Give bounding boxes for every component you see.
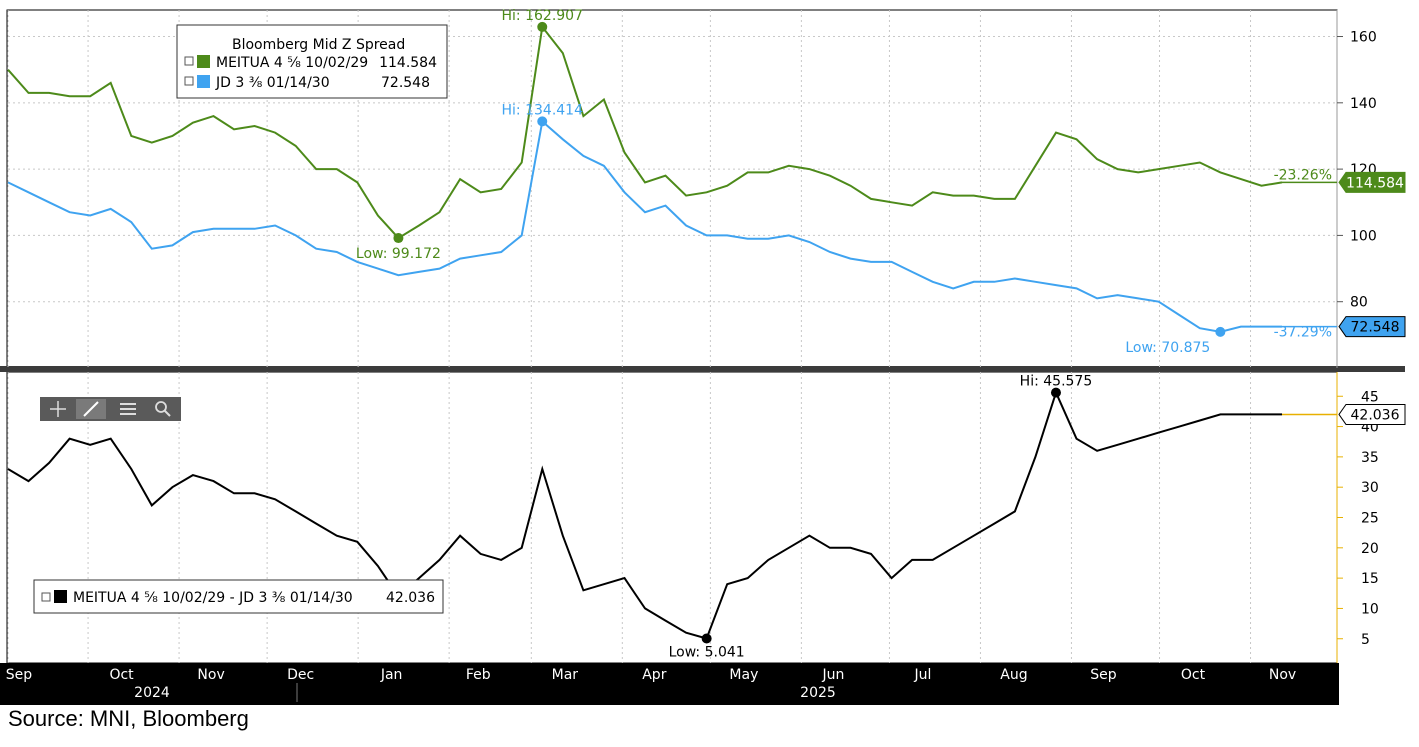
low-marker (1215, 326, 1226, 337)
y-tick-label: 100 (1350, 228, 1377, 244)
expand-icon[interactable] (184, 76, 194, 86)
x-tick-label: Sep (1090, 667, 1117, 683)
last-value-tag-box (1338, 171, 1406, 193)
last-value-tag-text: 42.036 (1351, 407, 1400, 423)
bottom-grid (7, 372, 1252, 663)
expand-icon[interactable] (41, 592, 51, 602)
hi-label: Hi: 45.575 (1020, 374, 1093, 390)
hi-label: Hi: 162.907 (502, 8, 583, 24)
legend-swatch-meitua (197, 55, 210, 68)
x-tick-label: Nov (1269, 667, 1296, 683)
top-series (7, 24, 1283, 333)
x-tick-label: Dec (287, 667, 314, 683)
legend-value-meitua: 114.584 (379, 55, 437, 71)
low-marker (701, 633, 712, 644)
legend-label-diff: MEITUA 4 ⅝ 10/02/29 - JD 3 ⅜ 01/14/30 (73, 590, 353, 606)
hi-marker (537, 21, 548, 32)
annotations: Hi: 162.907 Low: 99.172 Hi: 134.414 Low: 70… (356, 8, 1406, 661)
hi-marker (537, 116, 548, 127)
last-value-tag-meitua: 114.584 (1338, 171, 1406, 193)
x-tick-label: Mar (552, 667, 579, 683)
y-tick-label: 25 (1361, 511, 1379, 527)
x-tick-label: Jul (913, 667, 931, 683)
last-value-tag-text: 72.548 (1351, 320, 1400, 336)
x-tick-label: Jan (380, 667, 403, 683)
source-note: Source: MNI, Bloomberg (8, 706, 249, 731)
bottom-series (7, 389, 1282, 640)
y-tick-label: 35 (1361, 450, 1379, 466)
low-label: Low: 70.875 (1125, 340, 1210, 356)
x-year-label: 2025 (800, 685, 836, 701)
y-tick-label: 30 (1361, 480, 1379, 496)
last-value-tag-jd: 72.548 (1338, 316, 1406, 338)
list-icon[interactable] (120, 403, 136, 415)
legend-label-jd: JD 3 ⅜ 01/14/30 (215, 75, 330, 91)
x-tick-label: Oct (109, 667, 134, 683)
legend-value-jd: 72.548 (381, 75, 430, 91)
expand-icon[interactable] (184, 56, 194, 66)
low-label: Low: 5.041 (669, 645, 745, 661)
draw-icon[interactable] (76, 399, 106, 419)
hi-label: Hi: 134.414 (502, 102, 584, 118)
series-line-meitua (7, 24, 1283, 240)
x-tick-label: Jun (821, 667, 844, 683)
x-axis: Sep Oct Nov Dec Jan Feb Mar Apr May Jun Jul Aug Sep O… (6, 667, 1296, 701)
x-tick-label: Nov (197, 667, 224, 683)
last-value-tag-diff: 42.036 (1338, 403, 1406, 425)
x-tick-label: Aug (1000, 667, 1027, 683)
x-tick-label: Feb (466, 667, 491, 683)
hi-marker (1050, 387, 1061, 398)
y-tick-label: 10 (1361, 601, 1379, 617)
y-tick-label: 15 (1361, 571, 1379, 587)
y-tick-label: 160 (1350, 30, 1377, 46)
legend-swatch-jd (197, 75, 210, 88)
zoom-icon[interactable] (155, 401, 171, 417)
chart-toolbar[interactable] (40, 397, 181, 421)
bottom-legend[interactable]: MEITUA 4 ⅝ 10/02/29 - JD 3 ⅜ 01/14/30 42… (33, 579, 444, 614)
x-tick-label: Sep (6, 667, 33, 683)
pct-change-label: -23.26% (1274, 167, 1332, 183)
y-tick-label: 80 (1350, 295, 1368, 311)
legend-value-diff: 42.036 (386, 590, 435, 606)
top-legend-box (176, 24, 448, 99)
panel-divider[interactable] (0, 366, 1405, 372)
legend-swatch-diff (54, 590, 67, 603)
y-tick-label: 5 (1361, 632, 1370, 648)
legend-label-meitua: MEITUA 4 ⅝ 10/02/29 (216, 55, 368, 71)
low-marker (393, 233, 404, 244)
last-value-tag-box (1338, 316, 1406, 338)
y-tick-label: 20 (1361, 541, 1379, 557)
x-year-label: 2024 (134, 685, 170, 701)
x-tick-label: May (729, 667, 758, 683)
pct-change-label: -37.29% (1274, 325, 1332, 341)
y-tick-label: 45 (1361, 389, 1379, 405)
x-axis-band (0, 663, 1339, 705)
series-line-jd (7, 119, 1282, 333)
legend-title: Bloomberg Mid Z Spread (232, 37, 405, 53)
x-tick-label: Oct (1181, 667, 1206, 683)
crosshair-icon[interactable] (50, 401, 66, 417)
y-tick-label: 140 (1350, 96, 1377, 112)
x-tick-label: Apr (642, 667, 666, 683)
last-value-tag-text: 114.584 (1346, 175, 1404, 191)
bottom-panel-frame (6, 371, 1338, 664)
series-line-diff (7, 389, 1282, 640)
last-value-tag-box (1338, 403, 1406, 425)
low-label: Low: 99.172 (356, 246, 441, 262)
top-legend[interactable]: Bloomberg Mid Z Spread MEITUA 4 ⅝ 10/02/… (176, 24, 448, 99)
bottom-legend-box (33, 579, 444, 614)
